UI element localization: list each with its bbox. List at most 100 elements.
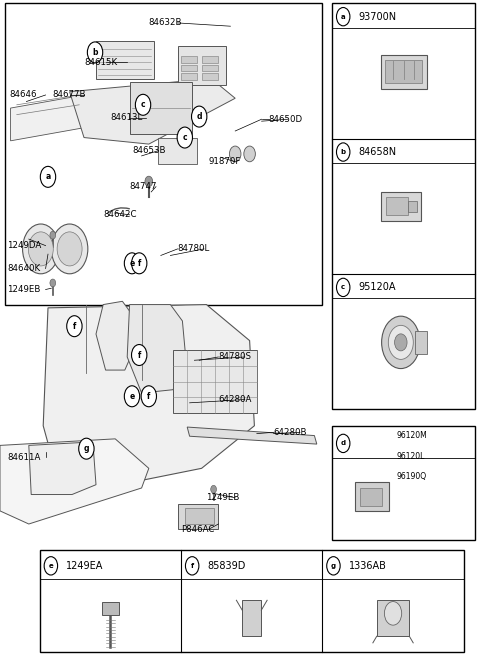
Circle shape: [336, 143, 350, 161]
Circle shape: [211, 485, 216, 493]
Circle shape: [145, 176, 153, 187]
Bar: [242, 600, 261, 636]
Text: 84677B: 84677B: [53, 90, 86, 100]
Text: 84650D: 84650D: [269, 115, 303, 124]
Text: 84780L: 84780L: [178, 244, 210, 253]
Text: b: b: [92, 48, 98, 57]
Text: 85839D: 85839D: [207, 561, 246, 571]
Circle shape: [336, 278, 350, 297]
Bar: [332, 3, 475, 409]
Bar: [202, 65, 218, 71]
Bar: [385, 60, 422, 83]
Polygon shape: [43, 305, 254, 485]
Text: 96120M: 96120M: [396, 431, 427, 440]
Circle shape: [135, 94, 151, 115]
Circle shape: [67, 316, 82, 337]
Text: 84658N: 84658N: [359, 147, 396, 157]
Bar: [178, 504, 218, 529]
Circle shape: [132, 345, 147, 365]
Text: 95120A: 95120A: [359, 282, 396, 292]
Text: a: a: [46, 172, 50, 181]
Bar: [181, 56, 197, 63]
Circle shape: [50, 279, 56, 287]
Text: P846AC: P846AC: [181, 525, 215, 534]
Circle shape: [395, 334, 407, 351]
Bar: [181, 73, 197, 80]
Text: 1336AB: 1336AB: [349, 561, 387, 571]
Circle shape: [87, 42, 103, 63]
Circle shape: [57, 232, 82, 266]
Bar: [5, 3, 322, 305]
Text: 84780S: 84780S: [218, 352, 252, 362]
Text: f: f: [137, 350, 141, 360]
Polygon shape: [96, 301, 132, 370]
Bar: [96, 41, 154, 79]
Text: d: d: [341, 440, 346, 447]
Text: 84615K: 84615K: [84, 58, 117, 67]
Text: 1249EB: 1249EB: [7, 285, 41, 294]
Text: f: f: [147, 392, 151, 401]
Circle shape: [79, 438, 94, 459]
Circle shape: [132, 253, 147, 274]
Text: g: g: [331, 563, 336, 569]
Text: c: c: [141, 100, 145, 109]
Polygon shape: [187, 427, 317, 444]
Bar: [381, 192, 421, 221]
Text: d: d: [196, 112, 202, 121]
Bar: [355, 482, 389, 511]
Circle shape: [124, 386, 140, 407]
Circle shape: [192, 106, 207, 127]
Circle shape: [336, 434, 350, 453]
Text: c: c: [182, 133, 187, 142]
Bar: [181, 65, 197, 71]
Circle shape: [327, 557, 340, 575]
Circle shape: [141, 386, 156, 407]
Text: c: c: [341, 284, 345, 290]
Text: f: f: [137, 259, 141, 268]
Bar: [415, 331, 427, 354]
Circle shape: [382, 316, 420, 369]
Text: 84632B: 84632B: [149, 18, 182, 28]
Bar: [102, 601, 119, 614]
Circle shape: [50, 231, 56, 239]
Bar: [360, 487, 382, 506]
Text: 84747: 84747: [130, 182, 157, 191]
Circle shape: [124, 253, 140, 274]
Text: f: f: [191, 563, 194, 569]
Text: 1249EA: 1249EA: [66, 561, 104, 571]
Text: 96120L: 96120L: [396, 451, 425, 460]
Circle shape: [336, 7, 350, 26]
Text: 84642C: 84642C: [103, 210, 137, 219]
Circle shape: [51, 224, 88, 274]
Text: 84611A: 84611A: [7, 453, 41, 462]
Text: 64280B: 64280B: [274, 428, 307, 437]
Bar: [178, 46, 226, 85]
Text: 91870F: 91870F: [209, 157, 241, 166]
Text: 84653B: 84653B: [132, 146, 166, 155]
Bar: [158, 138, 197, 164]
Bar: [332, 426, 475, 540]
Polygon shape: [70, 79, 235, 144]
Circle shape: [44, 557, 58, 575]
Text: b: b: [341, 149, 346, 155]
Text: e: e: [130, 259, 134, 268]
Text: 84646: 84646: [10, 90, 37, 100]
Bar: [185, 508, 214, 524]
Text: 84640K: 84640K: [7, 264, 40, 273]
Bar: [202, 56, 218, 63]
Polygon shape: [29, 442, 96, 495]
Circle shape: [28, 232, 53, 266]
Polygon shape: [0, 439, 149, 524]
Text: 64280A: 64280A: [218, 395, 252, 404]
Bar: [386, 197, 408, 215]
Text: 93700N: 93700N: [359, 12, 396, 22]
Text: 84613L: 84613L: [110, 113, 143, 122]
Bar: [377, 600, 409, 636]
Circle shape: [229, 146, 241, 162]
Text: g: g: [84, 444, 89, 453]
Circle shape: [40, 166, 56, 187]
Text: e: e: [48, 563, 53, 569]
Text: 96190Q: 96190Q: [396, 472, 427, 481]
Text: a: a: [341, 14, 346, 20]
Circle shape: [185, 557, 199, 575]
